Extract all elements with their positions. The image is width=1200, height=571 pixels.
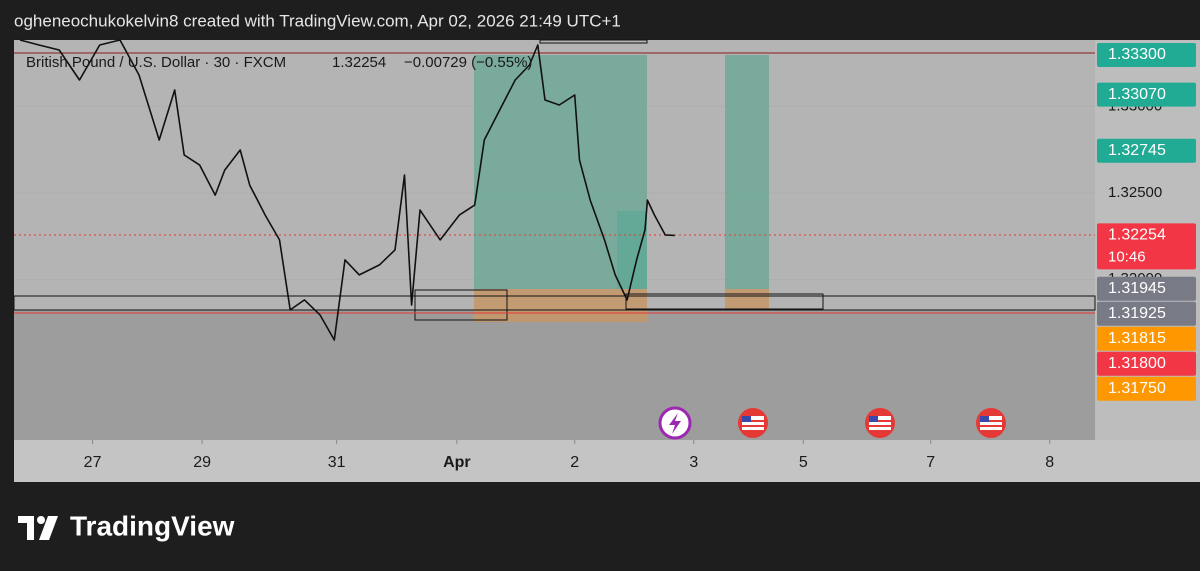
price-label-layer: 1.330001.325001.32000272931Apr235781.333…: [84, 43, 1196, 471]
price-label: 1.31945: [1108, 280, 1166, 297]
x-tick-label: 31: [328, 454, 346, 471]
price-label-box: [1097, 43, 1196, 68]
countdown: 10:46: [1108, 248, 1146, 265]
event-icon[interactable]: [658, 406, 692, 440]
last-price-text: 1.32254: [332, 54, 386, 71]
x-tick-label: 27: [84, 454, 102, 471]
shaded-zone: [14, 310, 1095, 440]
brand-logo: [18, 516, 58, 540]
price-label: 1.31800: [1108, 355, 1166, 372]
price-label-box: [1097, 138, 1196, 163]
series-layer: [19, 39, 675, 341]
price-label: 1.32254: [1108, 227, 1166, 244]
change-text: −0.00729 (−0.55%): [404, 54, 532, 71]
x-tick-label: Apr: [443, 454, 471, 471]
event-icon[interactable]: [738, 408, 768, 438]
price-label-box: [1097, 351, 1196, 376]
event-icon[interactable]: [976, 408, 1006, 438]
price-label: 1.31750: [1108, 380, 1166, 397]
brand-name: TradingView: [70, 510, 235, 541]
x-tick-label: 5: [799, 454, 808, 471]
target-zone: [725, 55, 769, 289]
price-label-box: [1097, 276, 1196, 301]
price-label: 1.33300: [1108, 46, 1166, 63]
x-tick-label: 8: [1045, 454, 1054, 471]
x-tick-label: 3: [689, 454, 698, 471]
price-label: 1.32745: [1108, 142, 1166, 159]
price-label: 1.31815: [1108, 330, 1166, 347]
price-label-box: [1097, 223, 1196, 270]
x-tick-label: 7: [926, 454, 935, 471]
x-tick-label: 2: [570, 454, 579, 471]
price-label: 1.33070: [1108, 86, 1166, 103]
price-label-box: [1097, 301, 1196, 326]
demand-box: [625, 293, 824, 310]
event-icon[interactable]: [865, 408, 895, 438]
header-text: ogheneochukokelvin8 created with Trading…: [14, 11, 621, 30]
top-box: [539, 39, 648, 44]
price-label: 1.31925: [1108, 305, 1166, 322]
support-box: [13, 295, 1096, 311]
price-line: [19, 39, 675, 341]
price-label-box: [1097, 326, 1196, 351]
stop-zone: [725, 289, 769, 309]
x-tick-label: 29: [193, 454, 211, 471]
price-label-box: [1097, 376, 1196, 401]
stop-zone: [474, 289, 647, 322]
y-tick-label: 1.32500: [1108, 184, 1162, 201]
symbol-legend: British Pound / U.S. Dollar · 30 · FXCM: [26, 54, 286, 71]
demand-box: [414, 289, 508, 321]
price-label-box: [1097, 82, 1196, 107]
time-axis: [14, 440, 1200, 482]
